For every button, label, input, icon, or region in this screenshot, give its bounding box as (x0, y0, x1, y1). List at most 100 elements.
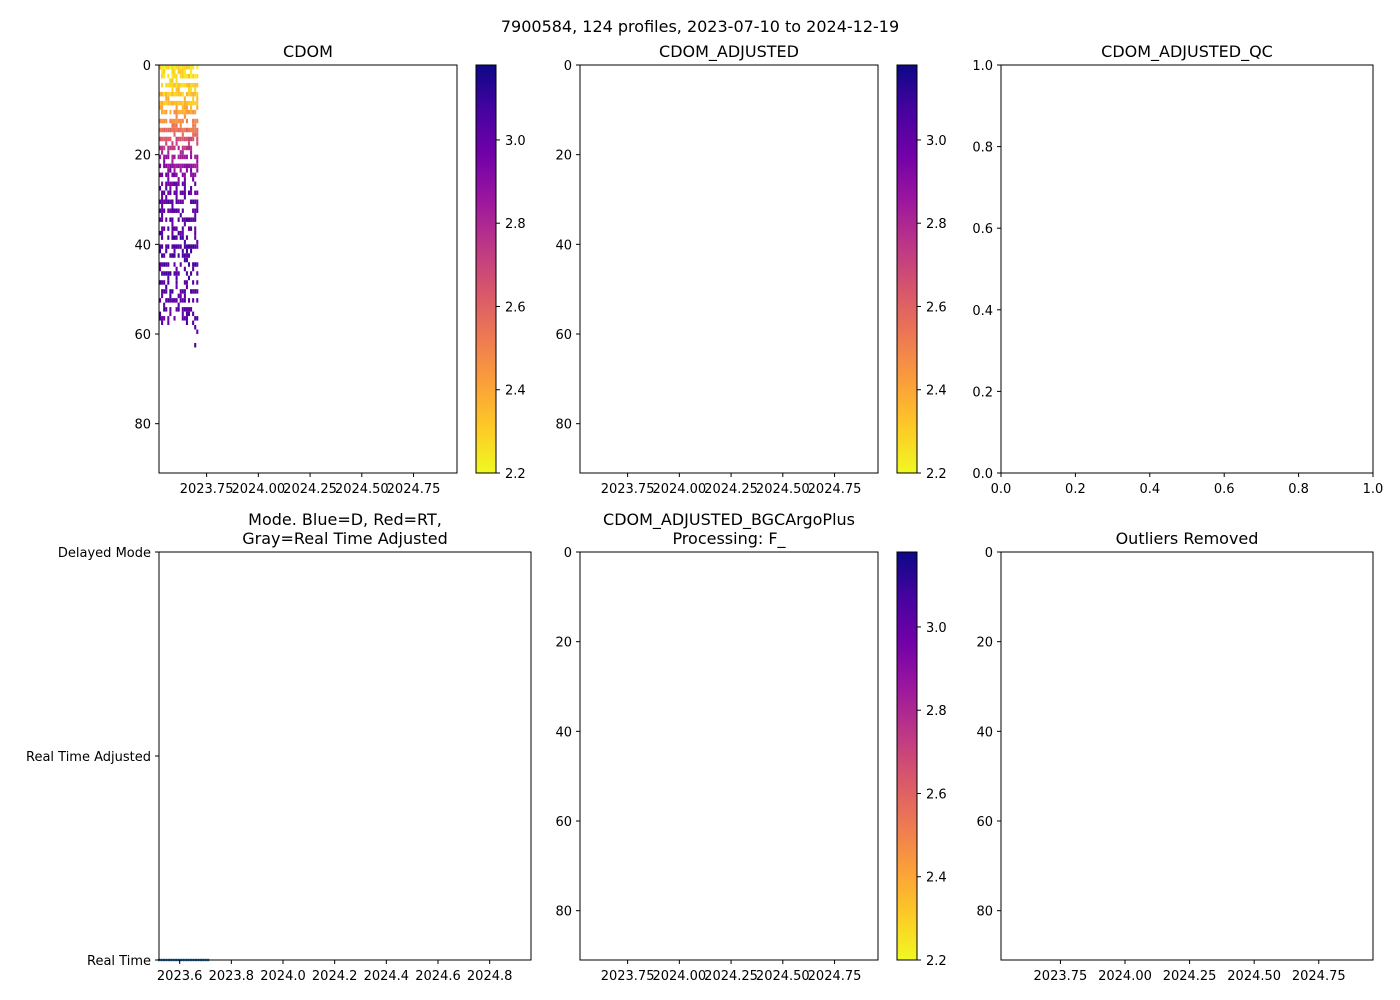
heatmap-cell (181, 132, 184, 137)
heatmap-cell (192, 82, 195, 88)
heatmap-cell (194, 127, 197, 133)
heatmap-cell (169, 91, 172, 97)
subplot-title: CDOM_ADJUSTED (659, 42, 799, 62)
heatmap-cell (177, 87, 180, 92)
heatmap-cell (159, 266, 162, 272)
heatmap-cell (194, 154, 197, 160)
heatmap-cell (190, 105, 193, 110)
x-tick-label: 2024.75 (1292, 969, 1346, 984)
heatmap-cell (173, 262, 176, 267)
y-tick-label: 80 (555, 905, 572, 920)
heatmap-cell (194, 199, 197, 204)
heatmap-cell (171, 87, 174, 92)
heatmap-cell (173, 163, 176, 169)
heatmap-cell (161, 127, 164, 133)
colorbar-tick-label: 2.2 (926, 467, 947, 482)
heatmap-cell (179, 127, 182, 133)
heatmap-cell (159, 100, 162, 106)
heatmap-cell (173, 298, 176, 303)
heatmap-cell (192, 100, 195, 106)
heatmap-cell (169, 100, 172, 106)
heatmap-cell (196, 132, 199, 137)
heatmap-cell (196, 136, 199, 142)
heatmap-cell (161, 91, 164, 97)
heatmap-cell (192, 109, 195, 115)
heatmap-cell (179, 82, 182, 88)
x-tick-label: 2024.6 (415, 969, 461, 984)
heatmap-cell (179, 230, 182, 236)
x-tick-label: 0.0 (991, 482, 1012, 497)
heatmap-cell (159, 262, 162, 267)
heatmap-cell (163, 100, 166, 106)
heatmap-cell (159, 154, 162, 160)
y-tick-label: 60 (976, 815, 993, 830)
heatmap-cell (179, 298, 182, 303)
heatmap-cell (190, 248, 193, 254)
heatmap-cell (181, 307, 184, 312)
heatmap-cell (194, 208, 197, 213)
heatmap-cell (177, 244, 180, 249)
heatmap-cell (169, 253, 172, 258)
axes-frame (158, 551, 532, 961)
heatmap-cell (163, 91, 166, 97)
heatmap-cell (196, 105, 199, 110)
heatmap-cell (190, 65, 193, 70)
heatmap-cell (185, 145, 188, 151)
colorbar: 2.2 2.4 2.6 2.8 3.0 (896, 551, 947, 969)
heatmap-cell (183, 280, 186, 285)
colorbar: 2.2 2.4 2.6 2.8 3.0 (896, 64, 947, 482)
x-tick-label: 2024.50 (756, 969, 810, 984)
heatmap-cell (177, 253, 180, 258)
heatmap-cell (173, 190, 176, 196)
y-tick-label: 0.8 (972, 141, 993, 156)
heatmap-cell (159, 105, 162, 110)
heatmap-cell (159, 248, 162, 254)
heatmap-cell (167, 100, 170, 106)
heatmap-cell (185, 136, 188, 142)
heatmap-cell (159, 316, 162, 321)
heatmap-cell (171, 181, 174, 187)
heatmap-cell (159, 208, 162, 213)
subplot-title: Gray=Real Time Adjusted (242, 529, 448, 548)
heatmap-cell (171, 127, 174, 133)
heatmap-cell (190, 82, 193, 88)
heatmap-cell (169, 65, 172, 70)
heatmap-cell (169, 293, 172, 299)
y-tick-label: 1.0 (972, 59, 993, 74)
x-tick-label: 2024.50 (756, 482, 810, 497)
heatmap-cell (190, 73, 193, 79)
heatmap-cell (175, 65, 178, 70)
heatmap-cell (177, 230, 180, 236)
heatmap-cell (190, 271, 193, 276)
heatmap-cell (194, 73, 197, 79)
heatmap-cell (192, 96, 195, 101)
heatmap-cell (194, 289, 197, 294)
heatmap-cell (192, 298, 195, 303)
heatmap-cell (196, 298, 199, 303)
heatmap-cell (185, 127, 188, 133)
heatmap-cell (181, 199, 184, 204)
heatmap-cell (181, 248, 184, 254)
heatmap-cell (179, 293, 182, 299)
heatmap-cell (165, 127, 168, 133)
colorbar-bar (896, 551, 918, 961)
heatmap-cell (161, 271, 164, 276)
heatmap-cell (185, 168, 188, 173)
heatmap-cell (175, 82, 178, 88)
heatmap-cell (169, 181, 172, 187)
heatmap-cell (175, 136, 178, 142)
heatmap-cell (190, 69, 193, 74)
colorbar-tick-label: 3.0 (926, 621, 947, 636)
heatmap-cell (183, 172, 186, 178)
heatmap-cell (179, 154, 182, 160)
heatmap-cell (177, 302, 180, 308)
heatmap-cell (190, 87, 193, 92)
heatmap-cell (177, 91, 180, 97)
heatmap-cell (181, 289, 184, 294)
heatmap-cell (196, 73, 199, 79)
heatmap-cell (159, 127, 162, 133)
heatmap-cell (171, 226, 174, 231)
heatmap-cell (190, 217, 193, 222)
heatmap-cell (165, 172, 168, 178)
x-tick-label: 2024.75 (387, 482, 441, 497)
